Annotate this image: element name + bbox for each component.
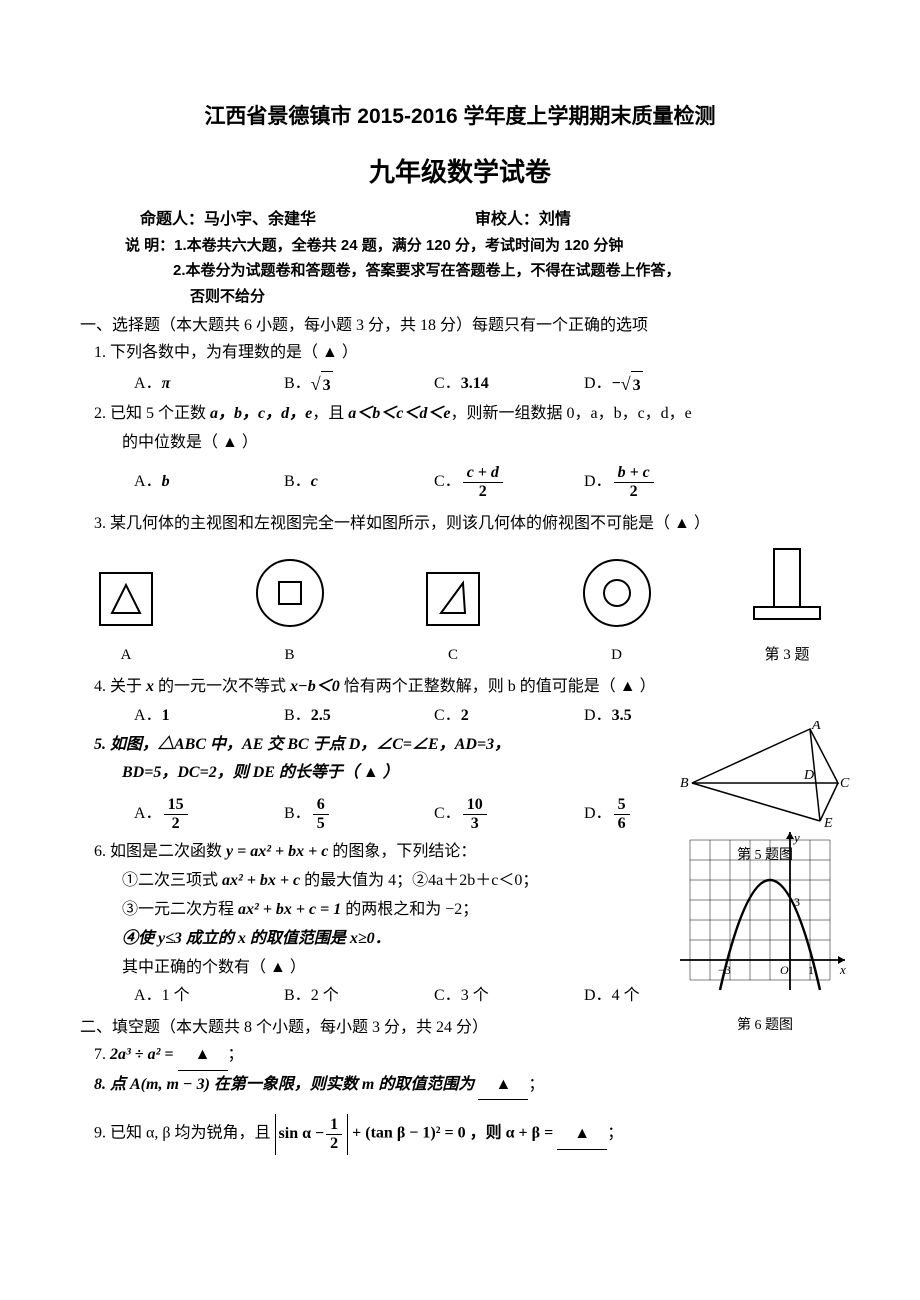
- question-6: 6. 如图是二次函数 y = ax² + bx + c 的图象，下列结论： ①二…: [94, 838, 840, 1011]
- triangle-in-square-icon: [94, 567, 158, 631]
- q3-figC: C: [421, 567, 485, 667]
- parabola-graph-icon: y x −3 O 1 3: [680, 830, 850, 1000]
- q1-optD: D．−3: [584, 368, 734, 401]
- svg-text:C: C: [840, 776, 850, 791]
- square-in-circle-icon: [252, 555, 328, 631]
- q1-optA: A．π: [134, 370, 284, 399]
- question-5: 5. 如图，△ABC 中，AE 交 BC 于点 D，∠C=∠E，AD=3， BD…: [94, 731, 840, 833]
- q5-optA: A． 152: [134, 796, 284, 832]
- q3-figB: B: [252, 555, 328, 667]
- question-3: 3. 某几何体的主视图和左视图完全一样如图所示，则该几何体的俯视图不可能是（ ▲…: [94, 510, 840, 539]
- q2-line2: 的中位数是（ ▲ ）: [122, 429, 840, 458]
- question-9: 9. 已知 α, β 均为锐角，且 sin α − 12 + (tan β − …: [94, 1114, 840, 1154]
- svg-text:−3: −3: [718, 963, 731, 977]
- svg-text:x: x: [839, 962, 846, 977]
- question-1: 1. 下列各数中，为有理数的是（ ▲ ） A．π B．3 C．3.14 D．−3: [94, 339, 840, 401]
- question-7: 7. 2a³ ÷ a² = ▲；: [94, 1041, 840, 1071]
- t-shape-icon: [748, 547, 826, 631]
- svg-text:O: O: [780, 963, 789, 977]
- q2-optD: D． b + c2: [584, 464, 734, 500]
- authors-left: 命题人：马小宇、余建华: [140, 211, 316, 228]
- svg-text:1: 1: [808, 963, 814, 977]
- q6-optB: B．2 个: [284, 982, 434, 1011]
- q6-optC: C．3 个: [434, 982, 584, 1011]
- triangle-ade-icon: A B C D E: [680, 721, 850, 831]
- svg-text:D: D: [803, 768, 814, 783]
- q6-optA: A．1 个: [134, 982, 284, 1011]
- q4-optB: B．2.5: [284, 702, 434, 731]
- q3-figA: A: [94, 567, 158, 667]
- svg-text:y: y: [792, 830, 800, 845]
- q3-figures: A B C D 第 3 题: [94, 547, 826, 667]
- question-8: 8. 点 A(m, m − 3) 在第一象限，则实数 m 的取值范围为 ▲；: [94, 1071, 840, 1101]
- question-2: 2. 已知 5 个正数 a，b，c，d，e，且 a＜b＜c＜d＜e，则新一组数据…: [94, 400, 840, 500]
- exam-title-main: 江西省景德镇市 2015-2016 学年度上学期期末质量检测: [80, 100, 840, 134]
- q6-figure: y x −3 O 1 3 第 6 题图: [680, 830, 850, 1038]
- q5-optB: B． 65: [284, 796, 434, 832]
- instr-line1: 说 明：1.本卷共六大题，全卷共 24 题，满分 120 分，考试时间为 120…: [125, 233, 840, 259]
- q3-text: 3. 某几何体的主视图和左视图完全一样如图所示，则该几何体的俯视图不可能是（ ▲…: [94, 515, 710, 532]
- circle-in-circle-icon: [579, 555, 655, 631]
- exam-title-sub: 九年级数学试卷: [80, 152, 840, 194]
- q4-optA: A．1: [134, 702, 284, 731]
- q5-optC: C． 103: [434, 796, 584, 832]
- svg-text:E: E: [823, 816, 833, 831]
- q3-figD: D: [579, 555, 655, 667]
- q2-optB: B．c: [284, 468, 434, 497]
- instr-line3: 否则不给分: [190, 284, 840, 310]
- q2-optA: A．b: [134, 468, 284, 497]
- svg-text:B: B: [680, 776, 689, 791]
- authors-right: 审校人：刘情: [475, 211, 571, 228]
- svg-text:A: A: [811, 721, 821, 733]
- q1-optB: B．3: [284, 368, 434, 401]
- right-triangle-in-square-icon: [421, 567, 485, 631]
- section1-header: 一、选择题（本大题共 6 小题，每小题 3 分，共 18 分）每题只有一个正确的…: [80, 313, 840, 339]
- instructions: 说 明：1.本卷共六大题，全卷共 24 题，满分 120 分，考试时间为 120…: [125, 233, 840, 310]
- q1-text: 1. 下列各数中，为有理数的是（ ▲ ）: [94, 344, 358, 361]
- instr-line2: 2.本卷分为试题卷和答题卷，答案要求写在答题卷上，不得在试题卷上作答，: [173, 258, 840, 284]
- q1-optC: C．3.14: [434, 370, 584, 399]
- q2-pre: 2. 已知 5 个正数: [94, 405, 210, 422]
- authors-line: 命题人：马小宇、余建华 审校人：刘情: [140, 207, 840, 233]
- svg-text:3: 3: [794, 895, 800, 909]
- q4-optC: C．2: [434, 702, 584, 731]
- q2-optC: C． c + d2: [434, 464, 584, 500]
- q3-ref-fig: 第 3 题: [748, 547, 826, 667]
